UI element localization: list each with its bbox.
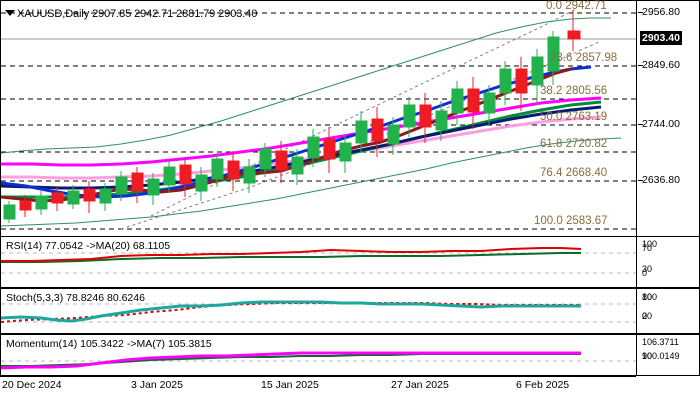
stoch-scale-20: 20 [642,311,653,321]
price-plot-area[interactable] [1,1,699,236]
stoch-plot-area[interactable] [1,289,699,333]
price-label-2849: 2849.60 [642,59,680,71]
chart-title: XAUUSD,Daily 2907.85 2942.71 2881.79 290… [17,8,258,20]
stoch-panel[interactable]: Stoch(5,3,3) 78.8246 80.6246 [0,288,700,334]
rsi-scale-30: 30 [642,264,653,274]
momentum-scale-mid: 100.0149 [642,351,680,361]
rsi-title: RSI(14) 77.0542 ->MA(20) 68.1105 [6,240,171,252]
date-label-2: 15 Jan 2025 [261,379,319,391]
trendline-dotted [150,8,577,217]
momentum-plot-svg [1,351,637,370]
rsi-plot-svg [1,247,637,274]
rsi-line [1,247,582,262]
price-plot-svg [1,8,637,230]
rsi-scale-70: 70 [642,243,653,253]
date-axis-line [0,376,636,377]
price-scale[interactable]: 2956.80 2903.40 2849.60 2744.00 2636.80 … [638,0,700,376]
fib-label-764: 76.4 2668.40 [540,167,608,179]
momentum-scale-low: 90 [642,351,653,361]
stoch-scale-0: 0 [642,311,648,321]
price-panel[interactable]: XAUUSD,Daily 2907.85 2942.71 2881.79 290… [0,0,700,236]
fib-label-618: 61.8 2720.82 [540,138,608,150]
scale-divider [636,0,637,376]
price-tick [638,180,643,181]
momentum-title: Momentum(14) 105.3422 ->MA(7) 105.3815 [6,338,212,350]
momentum-plot-area[interactable] [1,335,699,375]
rsi-scale-0: 0 [642,268,648,278]
date-label-0: 20 Dec 2024 [2,379,62,391]
price-label-2744: 2744.00 [642,118,680,130]
stoch-scale-100: 100 [642,292,658,302]
fib-label-500: 50.0 2763.19 [540,111,608,123]
price-tick [638,65,643,66]
envelope-upper [1,17,611,154]
price-label-2956: 2956.80 [642,6,680,18]
fib-label-382: 38.2 2805.56 [540,85,608,97]
rsi-panel[interactable]: RSI(14) 77.0542 ->MA(20) 68.1105 [0,236,700,288]
stoch-k-line [1,300,581,323]
ma-magenta [1,96,602,167]
triangle-down-icon[interactable] [5,10,15,16]
fib-label-236: 23.6 2857.98 [550,52,618,64]
date-label-4: 6 Feb 2025 [516,379,570,391]
price-tick [638,12,643,13]
current-price-label: 2903.40 [640,31,682,45]
stoch-plot-svg [1,300,637,323]
date-label-3: 27 Jan 2025 [391,379,449,391]
fib-label-1000: 100.0 2583.67 [534,215,608,227]
momentum-line [1,351,581,370]
candlestick-series [3,11,581,223]
momentum-scale-top: 106.3711 [642,337,679,347]
ma-green [1,100,602,199]
fib-label-0: 0.0 2942.71 [546,0,607,12]
price-tick [638,124,643,125]
momentum-panel[interactable]: Momentum(14) 105.3422 ->MA(7) 105.3815 [0,334,700,376]
stoch-scale-80: 80 [642,292,653,302]
rsi-scale-100: 100 [642,239,658,249]
price-label-2636: 2636.80 [642,174,680,186]
rsi-ma-line [1,252,581,263]
stoch-title: Stoch(5,3,3) 78.8246 80.6246 [6,292,145,304]
envelope-lower [1,137,622,227]
date-label-1: 3 Jan 2025 [131,379,183,391]
rsi-plot-area[interactable] [1,237,699,287]
